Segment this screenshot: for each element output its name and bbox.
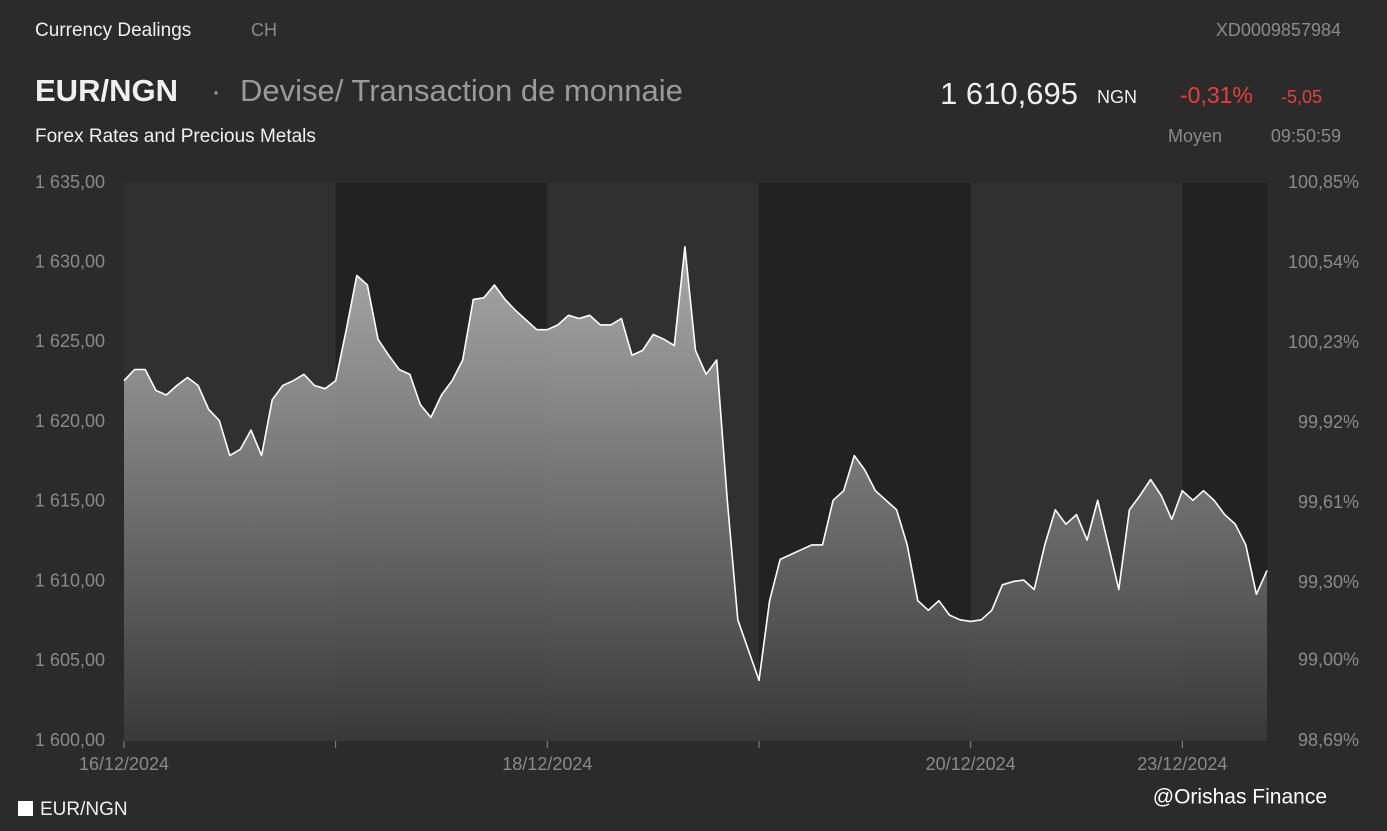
y2-tick-label: 99,92% <box>1298 412 1359 432</box>
y2-tick-label: 98,69% <box>1298 730 1359 750</box>
change-pct: -0,31% <box>1180 82 1253 108</box>
y-tick-label: 1 615,00 <box>35 491 105 511</box>
currency: NGN <box>1097 87 1137 107</box>
time: 09:50:59 <box>1271 126 1341 146</box>
source: Currency Dealings <box>35 20 191 41</box>
separator: · <box>211 75 221 108</box>
pair: EUR/NGN <box>35 73 178 108</box>
x-tick-label: 16/12/2024 <box>79 754 169 774</box>
x-tick-label: 18/12/2024 <box>502 754 592 774</box>
description: Devise/ Transaction de monnaie <box>240 73 683 108</box>
change-abs: -5,05 <box>1281 87 1322 107</box>
country: CH <box>251 20 277 40</box>
y2-tick-label: 100,23% <box>1288 332 1359 352</box>
x-tick-label: 20/12/2024 <box>926 754 1016 774</box>
price-type: Moyen <box>1168 126 1222 146</box>
y-tick-label: 1 610,00 <box>35 570 105 590</box>
y-tick-label: 1 630,00 <box>35 251 105 271</box>
y-tick-label: 1 600,00 <box>35 730 105 750</box>
x-tick-label: 23/12/2024 <box>1137 754 1227 774</box>
y2-tick-label: 100,54% <box>1288 252 1359 272</box>
line <box>123 246 1268 682</box>
watermark: @Orishas Finance <box>1153 786 1327 809</box>
y-tick-label: 1 620,00 <box>35 411 105 431</box>
category: Forex Rates and Precious Metals <box>35 126 316 147</box>
y2-tick-label: 99,30% <box>1298 572 1359 592</box>
price: 1 610,695 <box>940 76 1078 111</box>
legend-label: EUR/NGN <box>40 799 128 820</box>
y-tick-label: 1 605,00 <box>35 650 105 670</box>
isin: XD0009857984 <box>1216 20 1341 40</box>
legend-swatch <box>18 801 33 816</box>
area <box>124 246 1267 742</box>
y-tick-label: 1 635,00 <box>35 172 105 192</box>
y2-tick-label: 99,61% <box>1298 492 1359 512</box>
y2-tick-label: 99,00% <box>1298 650 1359 670</box>
y-tick-label: 1 625,00 <box>35 331 105 351</box>
y2-tick-label: 100,85% <box>1288 172 1359 192</box>
